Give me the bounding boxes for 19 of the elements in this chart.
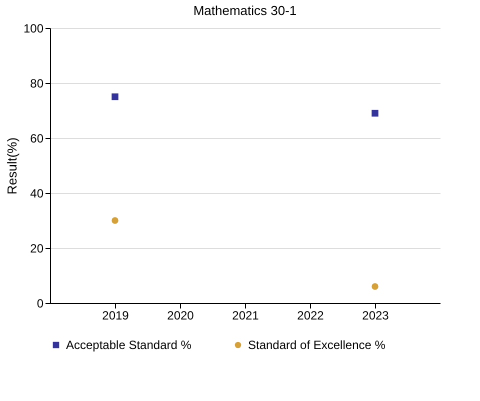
y-tick-label: 0 xyxy=(36,296,44,310)
chart-title: Mathematics 30-1 xyxy=(193,3,297,18)
point xyxy=(112,217,118,224)
point xyxy=(372,110,378,117)
y-axis-title: Result(%) xyxy=(4,137,20,195)
x-tick-label: 2021 xyxy=(232,308,260,322)
x-tick-label: 2020 xyxy=(167,308,194,322)
y-tick-label: 100 xyxy=(23,22,44,36)
legend-label: Acceptable Standard % xyxy=(66,338,192,352)
y-tick-label: 80 xyxy=(30,76,44,90)
legend-label: Standard of Excellence % xyxy=(248,338,386,352)
point xyxy=(112,93,118,100)
x-tick-label: 2023 xyxy=(362,308,390,322)
point xyxy=(372,283,378,290)
x-tick-label: 2022 xyxy=(297,308,324,322)
y-tick-label: 40 xyxy=(30,186,44,200)
y-tick-label: 60 xyxy=(30,132,44,146)
y-tick-label: 20 xyxy=(30,242,44,256)
x-tick-label: 2019 xyxy=(102,308,130,322)
